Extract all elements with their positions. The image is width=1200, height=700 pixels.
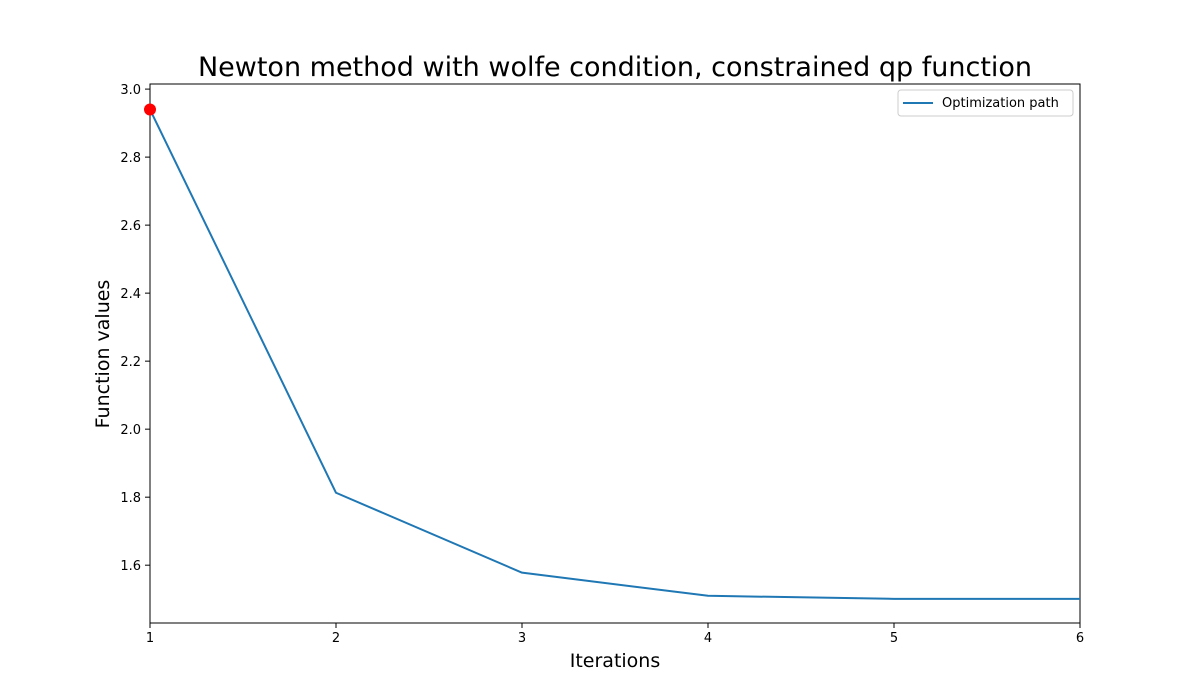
plot-area xyxy=(149,83,1081,624)
x-tick-label: 4 xyxy=(704,631,712,646)
legend: Optimization path xyxy=(897,89,1074,117)
y-tick-label: 2.2 xyxy=(120,355,141,370)
y-tick-label: 3.0 xyxy=(120,83,141,98)
series-layer xyxy=(144,103,1080,600)
x-axis-label: Iterations xyxy=(570,650,661,672)
x-tick-label: 2 xyxy=(332,631,340,646)
y-tick-label: 2.4 xyxy=(120,287,141,302)
chart-title: Newton method with wolfe condition, cons… xyxy=(198,52,1032,83)
series-line-optimization-path xyxy=(149,109,1080,600)
y-tick-label: 1.6 xyxy=(120,559,141,574)
x-tick-label: 5 xyxy=(890,631,898,646)
x-tick-label: 6 xyxy=(1076,631,1084,646)
start-point-marker xyxy=(144,103,156,116)
y-tick-label: 2.0 xyxy=(120,423,141,438)
legend-box xyxy=(897,89,1074,117)
y-axis-label: Function values xyxy=(92,280,114,429)
legend-label: Optimization path xyxy=(942,96,1059,111)
y-axis: 1.6 1.8 2.0 2.2 2.4 2.6 2.8 3.0 xyxy=(120,83,150,574)
y-tick-label: 1.8 xyxy=(120,491,141,506)
x-tick-label: 1 xyxy=(146,631,154,646)
y-tick-label: 2.8 xyxy=(120,151,141,166)
x-axis: 1 2 3 4 5 6 xyxy=(146,623,1084,646)
x-tick-label: 3 xyxy=(518,631,526,646)
y-tick-label: 2.6 xyxy=(120,219,141,234)
